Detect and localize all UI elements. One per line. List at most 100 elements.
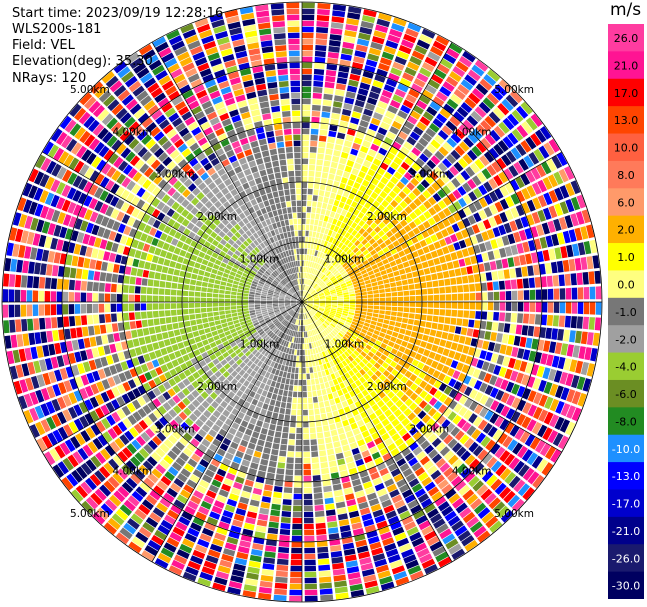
gate-mark: [82, 233, 91, 245]
gate-mark: [376, 261, 384, 268]
gate-mark: [391, 306, 398, 312]
gate-mark: [239, 362, 246, 369]
gate-mark: [106, 389, 115, 400]
gate-mark: [259, 580, 273, 588]
gate-mark: [318, 564, 331, 571]
gate-mark: [527, 404, 538, 417]
gate-mark: [194, 336, 202, 343]
gate-mark: [201, 312, 208, 318]
gate-mark: [73, 418, 84, 431]
gate-mark: [209, 374, 218, 382]
gate-mark: [551, 155, 563, 169]
gate-mark: [39, 317, 46, 330]
gate-mark: [417, 493, 430, 503]
gate-mark: [582, 316, 589, 330]
gate-mark: [317, 257, 321, 264]
gate-mark: [302, 248, 305, 254]
gate-mark: [284, 302, 291, 304]
gate-mark: [282, 311, 288, 316]
gate-mark: [166, 323, 173, 331]
gate-mark: [410, 110, 421, 120]
gate-mark: [317, 552, 329, 559]
gate-mark: [454, 145, 466, 156]
gate-mark: [67, 406, 78, 419]
gate-mark: [491, 271, 499, 281]
gate-mark: [303, 427, 309, 434]
gate-mark: [104, 193, 114, 204]
gate-mark: [374, 457, 384, 466]
gate-mark: [115, 532, 130, 545]
gate-mark: [212, 438, 221, 447]
gate-mark: [376, 520, 388, 529]
gate-mark: [375, 106, 386, 115]
gate-mark: [306, 294, 312, 299]
gate-mark: [178, 277, 185, 284]
gate-mark: [401, 125, 412, 135]
gate-mark: [326, 300, 332, 302]
gate-mark: [124, 370, 133, 380]
gate-mark: [210, 326, 217, 332]
gate-mark: [352, 266, 359, 272]
gate-mark: [237, 351, 244, 358]
gate-mark: [344, 351, 350, 358]
gate-mark: [375, 132, 385, 141]
gate-mark: [533, 406, 543, 420]
gate-mark: [500, 379, 509, 391]
gate-mark: [356, 275, 363, 280]
gate-mark: [498, 366, 507, 378]
gate-mark: [329, 124, 338, 132]
gate-mark: [248, 324, 254, 329]
gate-mark: [437, 372, 446, 382]
gate-mark: [291, 403, 297, 410]
gate-mark: [148, 271, 155, 279]
gate-mark: [302, 397, 308, 404]
gate-mark: [264, 551, 276, 558]
gate-mark: [275, 474, 284, 481]
gate-mark: [206, 302, 213, 307]
gate-mark: [460, 102, 473, 114]
gate-mark: [222, 437, 232, 446]
gate-mark: [409, 392, 419, 401]
gate-mark: [384, 283, 391, 289]
gate-mark: [347, 436, 356, 444]
gate-mark: [353, 162, 362, 170]
gate-mark: [303, 331, 306, 338]
gate-mark: [123, 321, 131, 331]
gate-mark: [216, 405, 225, 414]
gate-mark: [377, 336, 384, 342]
gate-mark: [415, 308, 422, 314]
gate-mark: [195, 280, 202, 286]
gate-mark: [236, 295, 243, 299]
gate-mark: [267, 366, 273, 373]
gate-mark: [488, 497, 501, 510]
gate-mark: [15, 319, 22, 332]
gate-mark: [350, 263, 357, 269]
gate-mark: [320, 413, 327, 420]
gate-mark: [332, 300, 338, 302]
gate-mark: [197, 324, 204, 330]
gate-mark: [176, 303, 183, 309]
gate-mark: [543, 381, 553, 395]
gate-mark: [480, 120, 492, 132]
gate-mark: [432, 546, 446, 557]
gate-mark: [328, 198, 335, 205]
gate-mark: [339, 268, 345, 274]
gate-mark: [315, 165, 323, 172]
gate-mark: [120, 235, 128, 245]
gate-mark: [137, 355, 146, 365]
gate-mark: [522, 349, 531, 361]
gate-mark: [167, 267, 175, 275]
gate-mark: [343, 308, 349, 312]
gate-mark: [286, 293, 292, 297]
gate-mark: [317, 334, 321, 340]
gate-mark: [171, 282, 178, 289]
gate-mark: [51, 317, 58, 329]
gate-mark: [291, 535, 302, 542]
gate-mark: [237, 445, 247, 453]
gate-mark: [219, 366, 227, 374]
gate-mark: [264, 371, 271, 379]
gate-mark: [377, 127, 388, 136]
gate-mark: [325, 69, 337, 77]
gate-mark: [318, 195, 324, 202]
gate-mark: [455, 61, 469, 73]
